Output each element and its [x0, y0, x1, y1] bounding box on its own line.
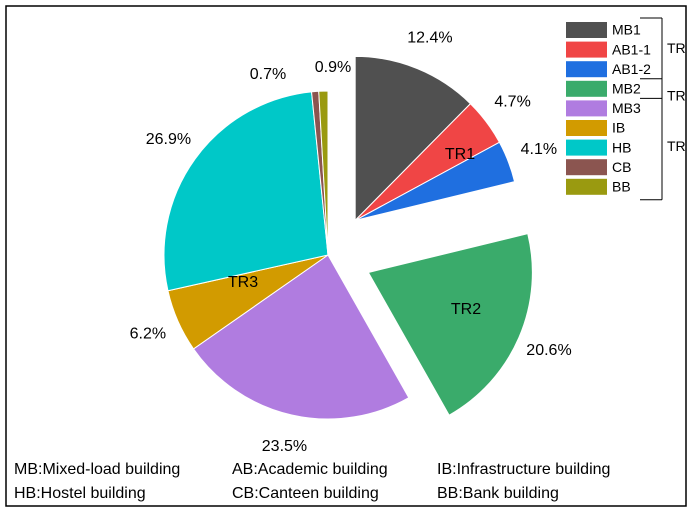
- pie-slice: [354, 141, 516, 221]
- value-label: 0.7%: [250, 66, 286, 83]
- legend-swatch: [566, 139, 607, 156]
- value-label: 4.7%: [494, 93, 530, 110]
- note: MB:Mixed-load building: [14, 461, 180, 478]
- legend-swatch: [566, 41, 607, 58]
- value-label: 12.4%: [407, 30, 452, 47]
- value-label: 6.2%: [130, 326, 166, 343]
- value-label: 23.5%: [262, 438, 307, 455]
- group-label: TR3: [228, 274, 258, 291]
- legend-swatch: [566, 100, 607, 117]
- note: HB:Hostel building: [14, 485, 146, 502]
- legend-group-label: TR1: [667, 40, 691, 56]
- legend-label: BB: [612, 179, 631, 195]
- legend-swatch: [566, 178, 607, 195]
- frame: [5, 5, 687, 507]
- legend-swatch: [566, 22, 607, 38]
- value-label: 4.1%: [521, 141, 557, 158]
- legend-label: CB: [612, 159, 631, 175]
- legend-label: MB1: [612, 22, 641, 38]
- pie-slice: [163, 91, 329, 292]
- legend-label: AB1-2: [612, 61, 651, 77]
- legend-label: MB3: [612, 100, 641, 116]
- legend-group-label: TR2: [667, 87, 691, 103]
- legend-label: AB1-1: [612, 41, 651, 57]
- note: AB:Academic building: [232, 461, 388, 478]
- pie-slice: [354, 55, 472, 222]
- legend-label: IB: [612, 120, 625, 136]
- pie-slice: [192, 254, 410, 420]
- value-label: 20.6%: [526, 342, 571, 359]
- value-label: 0.9%: [315, 59, 351, 76]
- note: CB:Canteen building: [232, 485, 379, 502]
- value-label: 26.9%: [146, 131, 191, 148]
- group-label: TR1: [445, 146, 475, 163]
- legend-group-label: TR3: [667, 138, 691, 154]
- pie-slice: [367, 233, 533, 416]
- group-label: TR2: [451, 301, 481, 318]
- note: BB:Bank building: [437, 485, 559, 502]
- legend-swatch: [566, 120, 607, 136]
- legend-label: MB2: [612, 81, 641, 97]
- note: IB:Infrastructure building: [437, 461, 610, 478]
- pie-slice: [318, 90, 329, 256]
- legend-swatch: [566, 159, 607, 176]
- legend-swatch: [566, 61, 607, 78]
- plot: 12.4% 4.7% 4.1% 20.6% 23.5% 6.2% 26.9% 0.7% 0.9%…: [14, 17, 691, 502]
- legend-label: HB: [612, 139, 631, 155]
- legend-swatch: [566, 80, 607, 97]
